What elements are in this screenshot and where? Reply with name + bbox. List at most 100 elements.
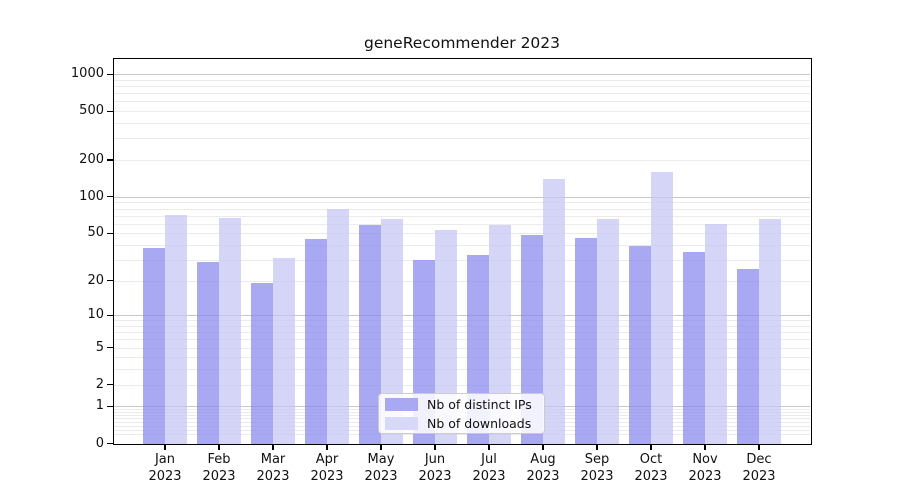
month-label-month: Jan [154,452,176,467]
y-tick-mark [107,314,113,316]
month-label-month: Jun [424,452,446,467]
bar-distinct-ips-feb [197,261,219,444]
month-label-month: Apr [315,452,339,467]
bar-downloads-aug [543,178,565,444]
y-tick-label: 0 [95,435,104,451]
grid-line-minor [114,85,810,87]
legend: Nb of distinct IPs Nb of downloads [378,393,545,434]
month-label: Feb 2023 [189,452,249,485]
grid-line-minor [114,79,810,81]
x-tick-mark [380,445,382,450]
month-label-year: 2023 [634,468,668,484]
grid-line-minor [114,101,810,103]
grid-line-minor [114,244,810,246]
grid-line-major [114,315,810,317]
y-tick-label: 50 [87,225,104,241]
bar-downloads-sep [597,219,619,444]
x-tick-mark [434,445,436,450]
y-tick-mark [107,232,113,234]
x-tick-mark [704,445,706,450]
bar-downloads-oct [651,172,673,444]
bar-distinct-ips-aug [521,235,543,444]
bar-downloads-jun [435,230,457,444]
month-label: Oct 2023 [621,452,681,485]
bar-distinct-ips-sep [575,237,597,444]
grid-line-minor [114,233,810,235]
bar-downloads-jan [165,214,187,444]
month-label-year: 2023 [148,468,182,484]
x-tick-mark [218,445,220,450]
y-tick-label: 500 [79,103,104,118]
month-label: Sep 2023 [567,452,627,485]
month-label-year: 2023 [310,468,344,484]
legend-swatch-downloads [385,416,418,430]
grid-line-minor [114,326,810,327]
y-tick-mark [107,443,113,445]
month-label-month: Mar [260,452,286,467]
grid-line-minor [114,111,810,112]
grid-line-minor [114,339,810,341]
grid-line-minor [114,202,810,204]
x-tick-mark [650,445,652,450]
month-label: May 2023 [351,452,411,485]
grid-line-major [114,196,810,198]
plot-area [112,57,812,445]
month-label: Jun 2023 [405,452,465,485]
bar-distinct-ips-apr [305,238,327,444]
month-label: Apr 2023 [297,452,357,485]
month-label-year: 2023 [202,468,236,484]
month-label-year: 2023 [688,468,722,484]
month-label-month: Dec [746,452,772,467]
grid-line-minor [114,369,810,371]
grid-line-major [114,74,810,75]
y-tick-label: 1000 [70,66,104,81]
y-tick-mark [107,159,113,161]
y-tick-label: 2 [95,376,104,392]
grid-line-minor [114,138,810,140]
month-label-year: 2023 [742,468,776,484]
month-label-year: 2023 [472,468,506,484]
grid-line-minor [114,433,810,435]
x-tick-mark [326,445,328,450]
month-label-month: Jul [481,452,497,467]
grid-line-minor [114,347,810,349]
bar-downloads-may [381,218,403,444]
month-label: Dec 2023 [729,452,789,485]
month-label-month: Aug [530,452,556,467]
y-tick-mark [107,110,113,112]
grid-line-minor [114,215,810,217]
month-label-year: 2023 [418,468,452,484]
y-tick-label: 1 [95,398,104,414]
bar-downloads-apr [327,208,349,444]
y-tick-mark [107,73,113,75]
month-label: Jan 2023 [135,452,195,485]
grid-line-minor [114,384,810,386]
bar-distinct-ips-jan [143,247,165,444]
month-label-year: 2023 [526,468,560,484]
bar-downloads-feb [219,217,241,444]
month-label-month: May [367,452,395,467]
month-label: Mar 2023 [243,452,303,485]
month-label-year: 2023 [364,468,398,484]
legend-label-downloads: Nb of downloads [427,415,532,431]
grid-line-minor [114,280,810,282]
month-label-month: Feb [207,452,231,467]
bars-layer [114,59,810,444]
y-tick-label: 100 [79,188,104,204]
y-tick-label: 200 [79,151,104,167]
bar-distinct-ips-dec [737,269,759,444]
bar-downloads-jul [489,225,511,444]
legend-label-distinct-ips: Nb of distinct IPs [427,396,532,412]
month-label-month: Oct [639,452,663,467]
x-tick-mark [164,445,166,450]
grid-line-minor [114,223,810,225]
y-tick-mark [107,384,113,386]
x-tick-mark [758,445,760,450]
bar-downloads-dec [759,219,781,444]
month-label-month: Nov [692,452,718,467]
bar-downloads-mar [273,258,295,444]
y-tick-label: 20 [87,272,104,288]
x-tick-mark [272,445,274,450]
legend-item-distinct-ips: Nb of distinct IPs [385,397,538,412]
